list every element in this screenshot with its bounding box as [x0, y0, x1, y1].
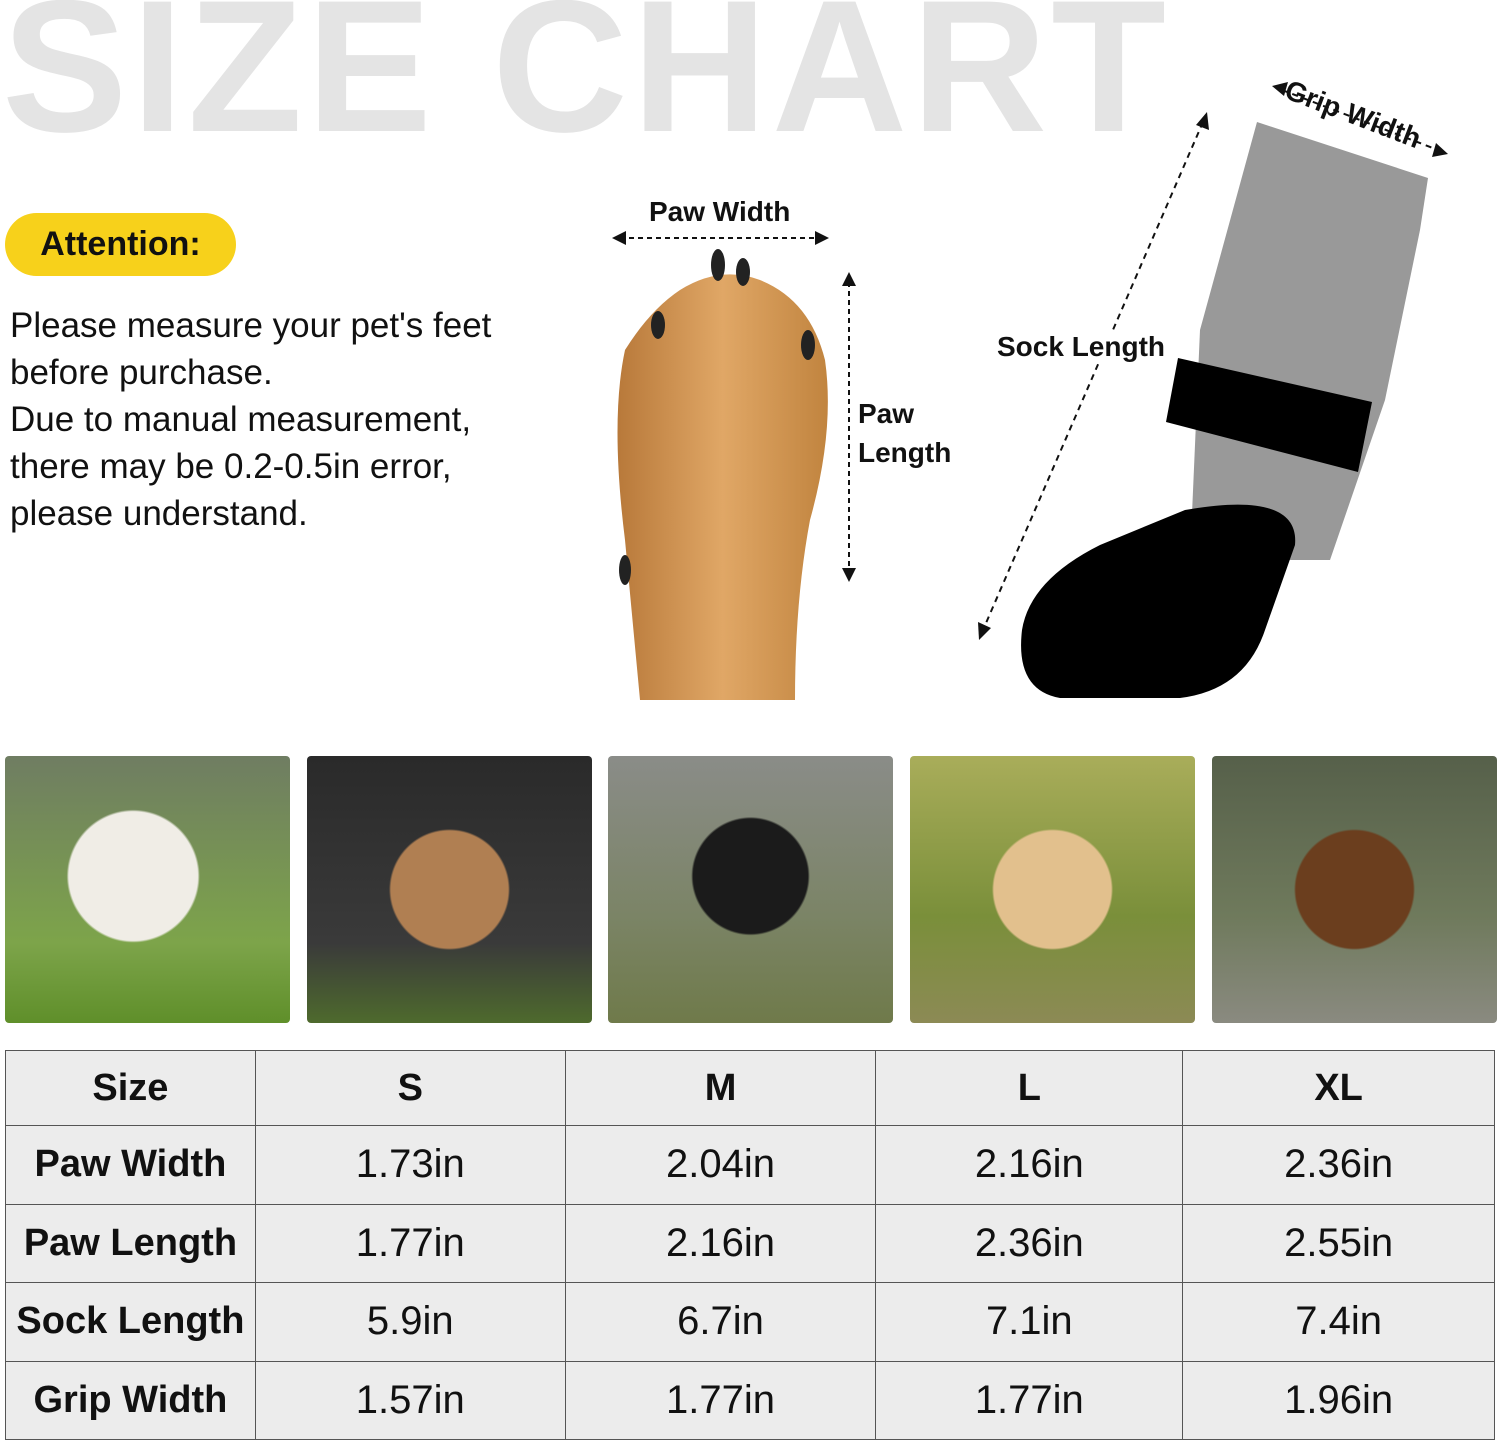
sock-length-arrow: [978, 112, 1209, 640]
table-row: Paw Width 1.73in 2.04in 2.16in 2.36in: [5, 1125, 1495, 1205]
header-cell: Size: [5, 1049, 256, 1127]
header-cell: M: [564, 1049, 877, 1127]
table-cell: 7.4in: [1182, 1282, 1495, 1362]
paw-width-label: Paw Width: [649, 196, 791, 227]
row-label: Grip Width: [5, 1360, 256, 1441]
note-line: there may be 0.2-0.5in error,: [10, 447, 452, 486]
attention-badge: Attention:: [5, 213, 236, 276]
table-cell: 6.7in: [564, 1282, 877, 1362]
table-cell: 1.77in: [254, 1203, 566, 1284]
table-cell: 5.9in: [254, 1282, 566, 1362]
paw-length-arrow: [842, 272, 856, 582]
row-label: Sock Length: [5, 1282, 256, 1362]
sock-image: [1021, 122, 1428, 698]
grip-width-arrow: [1272, 82, 1448, 157]
table-cell: 1.77in: [564, 1360, 877, 1441]
table-cell: 2.04in: [564, 1125, 877, 1205]
table-header-row: Size S M L XL: [5, 1049, 1495, 1127]
measurement-diagram: [612, 82, 1448, 700]
table-cell: 1.77in: [875, 1360, 1184, 1441]
table-row: Grip Width 1.57in 1.77in 1.77in 1.96in: [5, 1360, 1495, 1441]
dog-photo-small: [5, 756, 290, 1023]
table-cell: 7.1in: [875, 1282, 1184, 1362]
table-cell: 1.57in: [254, 1360, 566, 1441]
dog-photo-large-2: [910, 756, 1195, 1023]
table-cell: 1.73in: [254, 1125, 566, 1205]
note-line: before purchase.: [10, 353, 273, 392]
paw-image: [617, 249, 828, 700]
paw-length-label-1: Paw: [858, 398, 915, 429]
table-cell: 1.96in: [1182, 1360, 1495, 1441]
row-label: Paw Width: [5, 1125, 256, 1205]
table-cell: 2.16in: [564, 1203, 877, 1284]
dog-photo-xl: [1212, 756, 1497, 1023]
table-cell: 2.36in: [875, 1203, 1184, 1284]
note-line: Please measure your pet's feet: [10, 306, 492, 345]
dog-photo-large: [608, 756, 893, 1023]
table-cell: 2.55in: [1182, 1203, 1495, 1284]
table-cell: 2.16in: [875, 1125, 1184, 1205]
note-line: Due to manual measurement,: [10, 400, 472, 439]
attention-notes: Please measure your pet's feet before pu…: [10, 302, 491, 537]
note-line: please understand.: [10, 494, 308, 533]
header-cell: L: [875, 1049, 1184, 1127]
header-cell: XL: [1182, 1049, 1495, 1127]
page-title: SIZE CHART: [2, 0, 1170, 171]
dog-photo-medium: [307, 756, 592, 1023]
table-row: Paw Length 1.77in 2.16in 2.36in 2.55in: [5, 1203, 1495, 1284]
table-row: Sock Length 5.9in 6.7in 7.1in 7.4in: [5, 1282, 1495, 1362]
sock-length-label: Sock Length: [997, 331, 1166, 363]
table-cell: 2.36in: [1182, 1125, 1495, 1205]
header-cell: S: [254, 1049, 566, 1127]
paw-width-arrow: [612, 231, 829, 245]
row-label: Paw Length: [5, 1203, 256, 1284]
paw-length-label-2: Length: [858, 437, 952, 468]
size-table: Size S M L XL Paw Width 1.73in 2.04in 2.…: [5, 1049, 1495, 1441]
